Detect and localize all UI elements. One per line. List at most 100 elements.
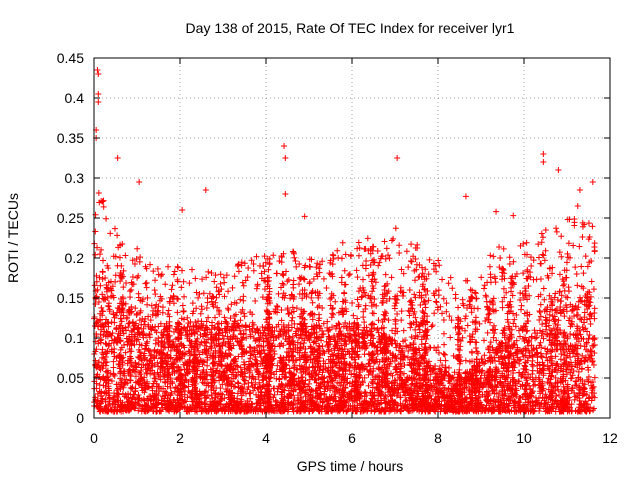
data-point xyxy=(238,259,245,266)
data-point xyxy=(436,349,443,356)
data-point xyxy=(566,315,573,322)
data-point xyxy=(535,382,542,389)
data-point xyxy=(94,371,101,378)
data-point xyxy=(541,257,548,264)
data-point xyxy=(538,400,545,407)
data-point xyxy=(396,342,403,349)
data-point xyxy=(104,333,111,340)
data-point xyxy=(169,378,176,385)
data-point xyxy=(433,298,440,305)
data-point xyxy=(540,234,547,241)
data-point xyxy=(237,327,244,334)
data-point xyxy=(306,363,313,370)
data-point xyxy=(193,289,200,296)
data-point xyxy=(585,373,592,380)
data-point xyxy=(385,252,392,259)
data-point xyxy=(171,268,178,275)
data-point xyxy=(426,256,433,263)
data-point xyxy=(315,345,322,352)
data-point xyxy=(316,265,323,272)
data-point xyxy=(257,392,264,399)
data-point xyxy=(506,402,513,409)
data-point xyxy=(558,233,565,240)
data-point xyxy=(152,291,159,298)
data-point xyxy=(490,253,497,260)
data-point xyxy=(531,327,538,334)
data-point xyxy=(585,220,592,227)
data-point xyxy=(273,368,280,375)
data-point xyxy=(244,273,251,280)
data-point xyxy=(553,228,560,235)
data-point xyxy=(355,303,362,310)
data-point xyxy=(180,307,187,314)
data-point xyxy=(435,394,442,401)
data-point xyxy=(98,326,105,333)
data-point xyxy=(128,405,135,412)
data-point xyxy=(584,294,591,301)
data-point xyxy=(578,263,585,270)
data-point xyxy=(580,270,587,277)
data-point xyxy=(290,404,297,411)
data-point xyxy=(94,244,101,251)
data-point xyxy=(116,254,123,261)
data-point xyxy=(553,392,560,399)
data-point xyxy=(381,238,388,245)
data-point xyxy=(517,297,524,304)
data-point xyxy=(254,365,261,372)
data-point xyxy=(432,262,439,269)
data-point xyxy=(196,351,203,358)
data-point xyxy=(397,408,404,415)
data-point xyxy=(428,323,435,330)
data-point xyxy=(387,393,394,400)
data-point xyxy=(582,253,589,260)
data-point xyxy=(375,329,382,336)
data-point xyxy=(106,394,113,401)
data-point xyxy=(349,299,356,306)
data-point xyxy=(552,397,559,404)
data-point xyxy=(493,337,500,344)
data-point xyxy=(402,392,409,399)
data-point xyxy=(575,374,582,381)
data-point xyxy=(479,384,486,391)
data-point xyxy=(196,291,203,298)
data-point xyxy=(98,336,105,343)
data-point xyxy=(354,274,361,281)
data-point xyxy=(541,400,548,407)
data-point xyxy=(569,321,576,328)
data-point xyxy=(431,310,438,317)
data-point xyxy=(168,354,175,361)
data-point xyxy=(590,335,597,342)
data-point xyxy=(169,370,176,377)
data-point xyxy=(167,384,174,391)
data-point xyxy=(132,305,139,312)
data-point xyxy=(105,285,112,292)
data-point xyxy=(581,358,588,365)
data-point xyxy=(348,345,355,352)
data-point xyxy=(220,274,227,281)
data-point xyxy=(111,345,118,352)
data-point xyxy=(541,308,548,315)
data-point xyxy=(111,390,118,397)
data-point xyxy=(213,294,220,301)
data-point xyxy=(135,336,142,343)
data-point xyxy=(401,389,408,396)
data-point xyxy=(335,320,342,327)
data-point xyxy=(311,329,318,336)
data-point xyxy=(523,328,530,335)
data-point xyxy=(585,335,592,342)
data-point xyxy=(112,278,119,285)
data-point xyxy=(227,387,233,394)
data-point xyxy=(570,242,577,249)
data-point xyxy=(307,352,314,359)
data-point xyxy=(131,260,138,267)
data-point xyxy=(500,245,507,252)
data-point xyxy=(99,268,106,275)
data-point xyxy=(152,305,159,312)
data-point xyxy=(212,272,219,279)
data-point xyxy=(341,267,348,274)
data-point xyxy=(97,366,104,373)
data-point xyxy=(201,349,208,356)
data-point xyxy=(452,295,459,302)
data-point xyxy=(184,314,191,321)
data-point xyxy=(323,383,330,390)
